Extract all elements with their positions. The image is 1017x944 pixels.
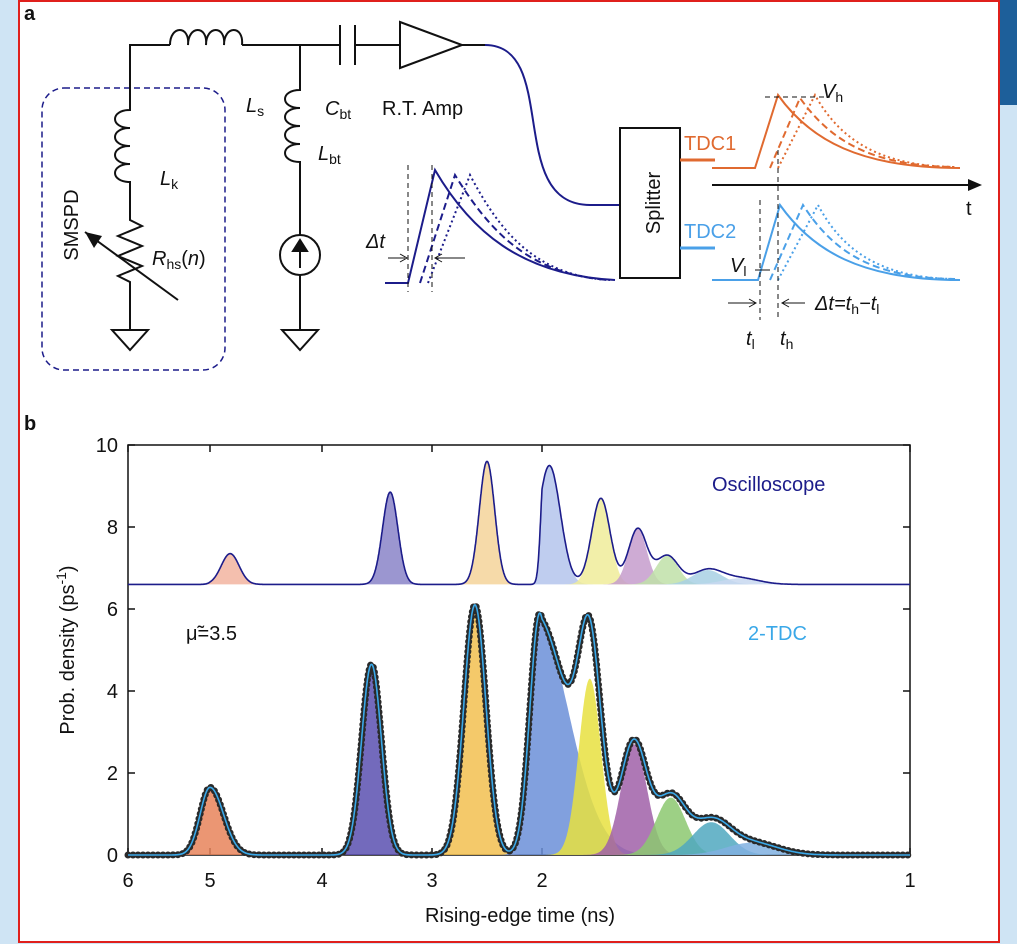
x-tick-label: 2 — [536, 870, 547, 892]
peak-area — [611, 797, 730, 855]
chart: 0 2 4 6 8 10 6 5 4 3 2 1 — [96, 435, 916, 892]
tl-label: tl — [746, 328, 755, 352]
ls-label: Ls — [246, 95, 264, 119]
pulses — [385, 167, 616, 284]
arrow-head — [85, 232, 102, 248]
peak-area — [331, 664, 412, 855]
y-tick-label: 6 — [107, 599, 118, 621]
x-tick-label: 1 — [904, 870, 915, 892]
peak-area — [667, 578, 815, 585]
left-branch — [109, 100, 151, 352]
amp-label: R.T. Amp — [382, 98, 463, 120]
x-tick-label: 6 — [122, 870, 133, 892]
x-tick-label: 5 — [204, 870, 215, 892]
vl-label: Vl — [730, 255, 746, 279]
time-axis-arrow — [968, 179, 982, 191]
smspd-label: SMSPD — [61, 189, 83, 260]
y-tick-label: 8 — [107, 517, 118, 539]
vh-label: Vh — [822, 81, 843, 105]
detector-box — [41, 87, 226, 371]
dt-arrows — [728, 298, 805, 308]
x-tick-label: 3 — [426, 870, 437, 892]
fit-curve — [128, 460, 910, 586]
tdc1-pulses — [712, 92, 961, 169]
x-tick-label: 4 — [316, 870, 327, 892]
y-tick-label: 10 — [96, 435, 118, 457]
lbt-label: Lbt — [318, 143, 341, 167]
peak-area — [500, 613, 668, 855]
capacitor — [339, 25, 356, 65]
rhs-label: Rhs(n) — [152, 248, 206, 272]
fit-curve — [128, 604, 910, 856]
circuit: a Splitter SMSPD Ls Lk Lbt Cbt R.T. Amp … — [24, 3, 982, 371]
signal-wire — [484, 44, 620, 206]
panel-label: a — [24, 3, 36, 25]
splitter-box — [619, 127, 681, 279]
peak-area — [456, 461, 518, 585]
annotation: μ̃=3.5 — [186, 623, 237, 645]
y-tick-label: 0 — [107, 845, 118, 867]
time-axis-label: t — [966, 198, 972, 220]
series-label: Oscilloscope — [712, 474, 825, 496]
y-tick-label: 4 — [107, 681, 118, 703]
y-axis-label: Prob. density (ps-1) — [53, 565, 79, 734]
tdc2-pulses — [712, 202, 961, 281]
bias-branch — [279, 80, 321, 352]
source-arrow — [291, 238, 309, 268]
amplifier — [399, 20, 485, 70]
peak-area — [648, 842, 855, 855]
dt-equation: Δt=th−tl — [814, 293, 879, 317]
figure-frame — [18, 0, 1000, 943]
delta-arrows — [388, 253, 465, 263]
peak-area — [623, 555, 712, 585]
lk-label: Lk — [160, 168, 179, 192]
t-guides — [759, 150, 779, 320]
cbt-label: Cbt — [325, 98, 351, 122]
delta-t-label: Δt — [365, 231, 386, 253]
peak-area — [582, 744, 686, 855]
guide-lines — [407, 165, 433, 292]
tdc1-label: TDC1 — [684, 133, 736, 155]
panel-label: b — [24, 413, 36, 435]
peak-area — [545, 678, 634, 855]
peak-area — [648, 570, 767, 585]
splitter-label: Splitter — [643, 172, 665, 235]
th-label: th — [780, 328, 793, 352]
wire — [129, 29, 400, 100]
y-tick-label: 2 — [107, 763, 118, 785]
peak-area — [637, 822, 785, 855]
x-axis-label: Rising-edge time (ns) — [425, 905, 615, 927]
peak-area — [564, 498, 638, 585]
current-source — [279, 234, 321, 276]
peak-area — [430, 604, 519, 855]
tdc2-label: TDC2 — [684, 221, 736, 243]
peak-area — [600, 529, 675, 585]
peak-area — [359, 492, 421, 585]
series-label: 2-TDC — [748, 623, 807, 645]
